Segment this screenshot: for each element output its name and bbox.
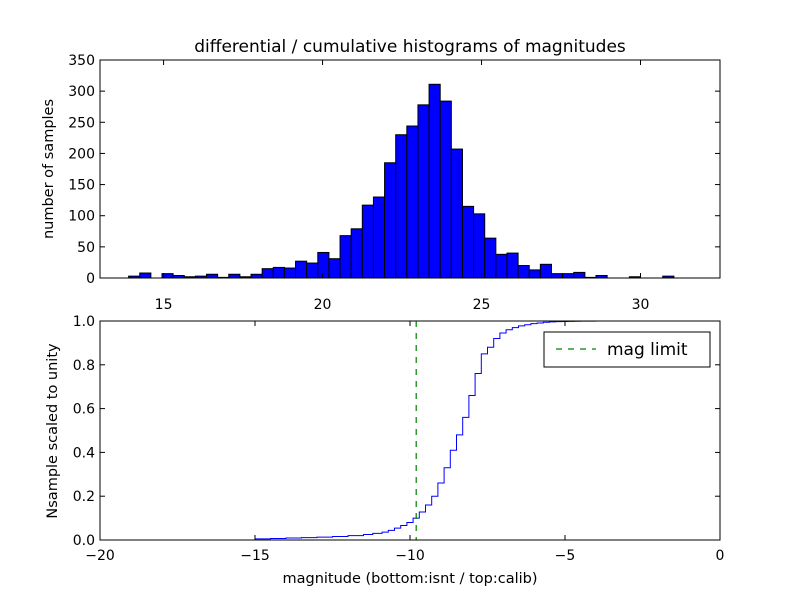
top-y-tick-label: 250 — [68, 115, 95, 131]
bottom-y-tick-label: 1.0 — [73, 314, 95, 330]
bottom-x-tick-label: −10 — [395, 548, 425, 564]
histogram-bar — [206, 273, 219, 279]
bottom-y-tick-label: 0.2 — [73, 489, 95, 505]
histogram-bar — [562, 273, 575, 279]
histogram-bar — [495, 253, 508, 279]
histogram-bar — [428, 83, 441, 279]
bottom-y-axis-label: Nsample scaled to unity — [45, 343, 61, 519]
histogram-bar — [406, 125, 419, 279]
top-y-tick-label: 200 — [68, 146, 95, 162]
histogram-bar — [339, 235, 352, 279]
histogram-bar — [250, 273, 263, 279]
histogram-bar — [528, 269, 541, 279]
top-y-tick-label: 150 — [68, 178, 95, 194]
top-chart-title: differential / cumulative histograms of … — [194, 37, 626, 57]
top-y-tick-label: 0 — [86, 271, 95, 287]
histogram-bar — [372, 196, 386, 279]
top-x-tick-label: 25 — [473, 297, 491, 313]
histogram-bar — [283, 267, 297, 279]
top-x-tick-label: 15 — [155, 297, 173, 313]
histogram-bar — [306, 262, 319, 279]
histogram-bar — [517, 265, 530, 279]
bottom-plot-frame — [99, 320, 721, 541]
top-y-tick-label: 300 — [68, 84, 95, 100]
histogram-bar — [261, 268, 274, 279]
top-x-tick-label: 30 — [632, 297, 650, 313]
histogram-bar — [439, 100, 452, 279]
bottom-axis-ticks: −20 −15 −10 −5 0 0.0 0.2 0.4 0.6 0.8 1.0 — [73, 314, 725, 564]
histogram-bar — [328, 258, 341, 279]
top-histogram-panel: differential / cumulative histograms of … — [41, 37, 721, 313]
bottom-x-tick-label: 0 — [716, 548, 725, 564]
top-y-tick-label: 50 — [77, 240, 95, 256]
bottom-y-tick-label: 0.6 — [73, 402, 95, 418]
histogram-bar — [573, 271, 586, 279]
histogram-bar — [395, 134, 408, 279]
histogram-bar — [484, 237, 497, 279]
histogram-bar — [350, 228, 363, 279]
histogram-bar — [139, 272, 152, 279]
top-x-tick-label: 20 — [314, 297, 332, 313]
histogram-bar — [539, 263, 552, 279]
top-plot-frame — [99, 59, 721, 279]
histogram-bar — [272, 266, 285, 279]
bottom-x-tick-label: −5 — [555, 548, 576, 564]
top-y-tick-label: 100 — [68, 209, 95, 225]
top-y-tick-label: 350 — [68, 53, 95, 69]
bottom-x-axis-label: magnitude (bottom:isnt / top:calib) — [282, 571, 537, 587]
top-y-axis-label: number of samples — [41, 99, 57, 239]
bottom-x-tick-label: −20 — [85, 548, 115, 564]
legend-label: mag limit — [607, 340, 688, 360]
bottom-y-tick-label: 0.4 — [73, 445, 95, 461]
histogram-bar — [550, 273, 564, 279]
histogram-bar — [228, 273, 241, 279]
bottom-cumulative-panel: Nsample scaled to unity magnitude (botto… — [45, 314, 724, 587]
bottom-y-tick-label: 0.8 — [73, 358, 95, 374]
histogram-bar — [295, 260, 308, 279]
histogram-bar — [473, 213, 486, 279]
bottom-x-tick-label: −15 — [240, 548, 270, 564]
histogram-bar — [506, 252, 519, 279]
histogram-bar — [361, 204, 374, 279]
histogram-bar — [417, 104, 430, 279]
histogram-bars — [128, 83, 675, 279]
histogram-bar — [461, 205, 475, 279]
histogram-bar — [317, 251, 330, 279]
histogram-bar — [384, 162, 397, 279]
legend: mag limit — [543, 331, 711, 368]
histogram-bar — [450, 148, 463, 279]
bottom-y-tick-label: 0.0 — [73, 533, 95, 549]
